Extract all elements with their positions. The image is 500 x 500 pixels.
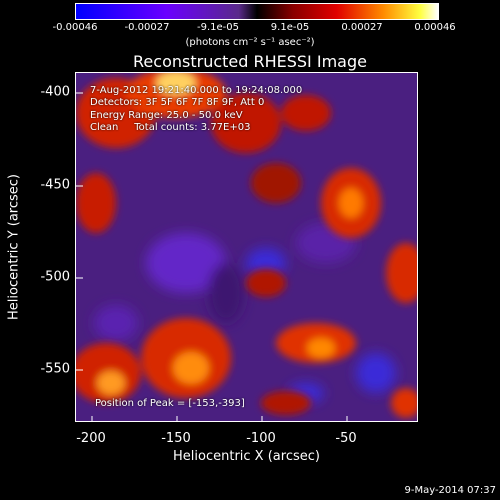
x-tick-label: -50: [335, 431, 357, 446]
colorbar-tick-label: -9.1e-05: [197, 22, 239, 33]
footer-date: 9-May-2014 07:37: [404, 485, 496, 496]
rhessi-image-plot[interactable]: [75, 72, 418, 422]
colorbar-tick-label: 0.00046: [414, 22, 456, 33]
algorithm-counts-text: Clean Total counts: 3.77E+03: [90, 122, 251, 133]
colorbar: [75, 3, 439, 20]
y-tick-label: -550: [40, 361, 70, 377]
time-range-text: 7-Aug-2012 19:21:40.000 to 19:24:08.000: [90, 85, 303, 96]
x-axis-label: Heliocentric X (arcsec): [173, 449, 320, 464]
colorbar-tick-label: 0.00027: [341, 22, 383, 33]
y-tick-label: -450: [40, 177, 70, 193]
image-title: Reconstructed RHESSI Image: [133, 52, 367, 71]
colorbar-unit-label: (photons cm⁻² s⁻¹ asec⁻²): [185, 37, 315, 48]
detectors-text: Detectors: 3F 5F 6F 7F 8F 9F, Att 0: [90, 97, 265, 108]
energy-range-text: Energy Range: 25.0 - 50.0 keV: [90, 110, 243, 121]
y-axis-label: Heliocentric Y (arcsec): [6, 174, 22, 320]
x-tick-label: -150: [161, 431, 191, 446]
peak-position-text: Position of Peak = [-153,-393]: [95, 398, 245, 409]
y-tick-label: -400: [40, 84, 70, 100]
y-tick-label: -500: [40, 269, 70, 285]
x-tick-label: -200: [76, 431, 106, 446]
colorbar-tick-label: 9.1e-05: [270, 22, 310, 33]
x-tick-label: -100: [246, 431, 276, 446]
rhessi-image-heatmap: [76, 73, 417, 421]
colorbar-tick-label: -0.00027: [124, 22, 170, 33]
colorbar-tick-label: -0.00046: [52, 22, 98, 33]
